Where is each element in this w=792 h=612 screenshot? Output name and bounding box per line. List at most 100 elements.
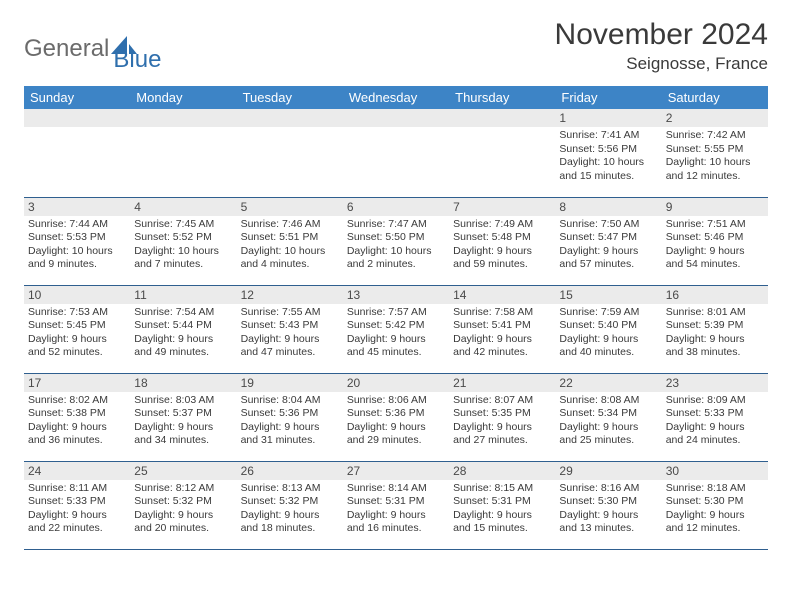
day2-line: and 42 minutes. bbox=[453, 346, 551, 360]
day2-line: and 38 minutes. bbox=[666, 346, 764, 360]
day2-line: and 12 minutes. bbox=[666, 170, 764, 184]
day-number: 28 bbox=[449, 462, 555, 480]
day-cell: 27Sunrise: 8:14 AMSunset: 5:31 PMDayligh… bbox=[343, 461, 449, 549]
day-cell: 26Sunrise: 8:13 AMSunset: 5:32 PMDayligh… bbox=[237, 461, 343, 549]
sunrise-line: Sunrise: 8:03 AM bbox=[134, 394, 232, 408]
day-cell bbox=[24, 109, 130, 197]
day-cell: 14Sunrise: 7:58 AMSunset: 5:41 PMDayligh… bbox=[449, 285, 555, 373]
day1-line: Daylight: 9 hours bbox=[28, 421, 126, 435]
day2-line: and 15 minutes. bbox=[559, 170, 657, 184]
sunset-line: Sunset: 5:50 PM bbox=[347, 231, 445, 245]
day-number: 20 bbox=[343, 374, 449, 392]
weekday-header: Tuesday bbox=[237, 86, 343, 109]
day-details: Sunrise: 7:51 AMSunset: 5:46 PMDaylight:… bbox=[662, 216, 768, 277]
day-cell: 19Sunrise: 8:04 AMSunset: 5:36 PMDayligh… bbox=[237, 373, 343, 461]
day-cell: 17Sunrise: 8:02 AMSunset: 5:38 PMDayligh… bbox=[24, 373, 130, 461]
day1-line: Daylight: 9 hours bbox=[666, 245, 764, 259]
day-cell: 20Sunrise: 8:06 AMSunset: 5:36 PMDayligh… bbox=[343, 373, 449, 461]
sunrise-line: Sunrise: 8:02 AM bbox=[28, 394, 126, 408]
title-block: November 2024 Seignosse, France bbox=[555, 18, 768, 74]
day-number: 4 bbox=[130, 198, 236, 216]
day2-line: and 52 minutes. bbox=[28, 346, 126, 360]
day2-line: and 47 minutes. bbox=[241, 346, 339, 360]
sunrise-line: Sunrise: 8:04 AM bbox=[241, 394, 339, 408]
sunrise-line: Sunrise: 7:57 AM bbox=[347, 306, 445, 320]
day-number bbox=[130, 109, 236, 127]
day-number: 12 bbox=[237, 286, 343, 304]
day-cell: 29Sunrise: 8:16 AMSunset: 5:30 PMDayligh… bbox=[555, 461, 661, 549]
sunrise-line: Sunrise: 7:59 AM bbox=[559, 306, 657, 320]
day-number bbox=[24, 109, 130, 127]
sunset-line: Sunset: 5:41 PM bbox=[453, 319, 551, 333]
day1-line: Daylight: 9 hours bbox=[134, 421, 232, 435]
day-number: 8 bbox=[555, 198, 661, 216]
day-details: Sunrise: 7:45 AMSunset: 5:52 PMDaylight:… bbox=[130, 216, 236, 277]
day-details: Sunrise: 8:15 AMSunset: 5:31 PMDaylight:… bbox=[449, 480, 555, 541]
day1-line: Daylight: 10 hours bbox=[347, 245, 445, 259]
day2-line: and 13 minutes. bbox=[559, 522, 657, 536]
day2-line: and 7 minutes. bbox=[134, 258, 232, 272]
day1-line: Daylight: 9 hours bbox=[453, 509, 551, 523]
day-number: 26 bbox=[237, 462, 343, 480]
day1-line: Daylight: 10 hours bbox=[241, 245, 339, 259]
day-cell: 23Sunrise: 8:09 AMSunset: 5:33 PMDayligh… bbox=[662, 373, 768, 461]
day-cell: 24Sunrise: 8:11 AMSunset: 5:33 PMDayligh… bbox=[24, 461, 130, 549]
day-details: Sunrise: 8:18 AMSunset: 5:30 PMDaylight:… bbox=[662, 480, 768, 541]
day-details: Sunrise: 7:59 AMSunset: 5:40 PMDaylight:… bbox=[555, 304, 661, 365]
day-cell: 13Sunrise: 7:57 AMSunset: 5:42 PMDayligh… bbox=[343, 285, 449, 373]
day-cell: 10Sunrise: 7:53 AMSunset: 5:45 PMDayligh… bbox=[24, 285, 130, 373]
day-cell: 6 Sunrise: 7:47 AMSunset: 5:50 PMDaylight… bbox=[343, 197, 449, 285]
day1-line: Daylight: 9 hours bbox=[559, 333, 657, 347]
day1-line: Daylight: 9 hours bbox=[134, 509, 232, 523]
day-cell: 3Sunrise: 7:44 AMSunset: 5:53 PMDaylight… bbox=[24, 197, 130, 285]
day-details: Sunrise: 7:57 AMSunset: 5:42 PMDaylight:… bbox=[343, 304, 449, 365]
day-number: 14 bbox=[449, 286, 555, 304]
sunrise-line: Sunrise: 8:06 AM bbox=[347, 394, 445, 408]
day-number: 30 bbox=[662, 462, 768, 480]
day-cell: 4Sunrise: 7:45 AMSunset: 5:52 PMDaylight… bbox=[130, 197, 236, 285]
day2-line: and 25 minutes. bbox=[559, 434, 657, 448]
sunrise-line: Sunrise: 7:47 AM bbox=[347, 218, 445, 232]
day-number: 6 bbox=[343, 198, 449, 216]
day2-line: and 31 minutes. bbox=[241, 434, 339, 448]
day-number: 19 bbox=[237, 374, 343, 392]
day-details: Sunrise: 8:11 AMSunset: 5:33 PMDaylight:… bbox=[24, 480, 130, 541]
sunset-line: Sunset: 5:39 PM bbox=[666, 319, 764, 333]
sunset-line: Sunset: 5:37 PM bbox=[134, 407, 232, 421]
day1-line: Daylight: 9 hours bbox=[666, 421, 764, 435]
sunrise-line: Sunrise: 7:58 AM bbox=[453, 306, 551, 320]
day-cell: 30Sunrise: 8:18 AMSunset: 5:30 PMDayligh… bbox=[662, 461, 768, 549]
day-details: Sunrise: 8:07 AMSunset: 5:35 PMDaylight:… bbox=[449, 392, 555, 453]
week-row: 17Sunrise: 8:02 AMSunset: 5:38 PMDayligh… bbox=[24, 373, 768, 461]
day2-line: and 22 minutes. bbox=[28, 522, 126, 536]
sunset-line: Sunset: 5:56 PM bbox=[559, 143, 657, 157]
sunset-line: Sunset: 5:44 PM bbox=[134, 319, 232, 333]
sunrise-line: Sunrise: 8:08 AM bbox=[559, 394, 657, 408]
month-title: November 2024 bbox=[555, 18, 768, 52]
day2-line: and 15 minutes. bbox=[453, 522, 551, 536]
day-cell: 5Sunrise: 7:46 AMSunset: 5:51 PMDaylight… bbox=[237, 197, 343, 285]
sunrise-line: Sunrise: 8:12 AM bbox=[134, 482, 232, 496]
weekday-header: Monday bbox=[130, 86, 236, 109]
sunrise-line: Sunrise: 7:41 AM bbox=[559, 129, 657, 143]
sunset-line: Sunset: 5:51 PM bbox=[241, 231, 339, 245]
day-number: 21 bbox=[449, 374, 555, 392]
day-number: 22 bbox=[555, 374, 661, 392]
day1-line: Daylight: 9 hours bbox=[134, 333, 232, 347]
weekday-header-row: Sunday Monday Tuesday Wednesday Thursday… bbox=[24, 86, 768, 109]
day-details: Sunrise: 8:02 AMSunset: 5:38 PMDaylight:… bbox=[24, 392, 130, 453]
sunrise-line: Sunrise: 8:13 AM bbox=[241, 482, 339, 496]
sunset-line: Sunset: 5:45 PM bbox=[28, 319, 126, 333]
day-cell: 25Sunrise: 8:12 AMSunset: 5:32 PMDayligh… bbox=[130, 461, 236, 549]
day2-line: and 59 minutes. bbox=[453, 258, 551, 272]
day-cell bbox=[343, 109, 449, 197]
sunrise-line: Sunrise: 7:55 AM bbox=[241, 306, 339, 320]
day1-line: Daylight: 9 hours bbox=[28, 509, 126, 523]
day-details: Sunrise: 7:41 AMSunset: 5:56 PMDaylight:… bbox=[555, 127, 661, 188]
sunrise-line: Sunrise: 7:54 AM bbox=[134, 306, 232, 320]
sunrise-line: Sunrise: 8:07 AM bbox=[453, 394, 551, 408]
sunrise-line: Sunrise: 8:01 AM bbox=[666, 306, 764, 320]
day-cell: 7Sunrise: 7:49 AMSunset: 5:48 PMDaylight… bbox=[449, 197, 555, 285]
day1-line: Daylight: 9 hours bbox=[666, 509, 764, 523]
day-cell: 8Sunrise: 7:50 AMSunset: 5:47 PMDaylight… bbox=[555, 197, 661, 285]
